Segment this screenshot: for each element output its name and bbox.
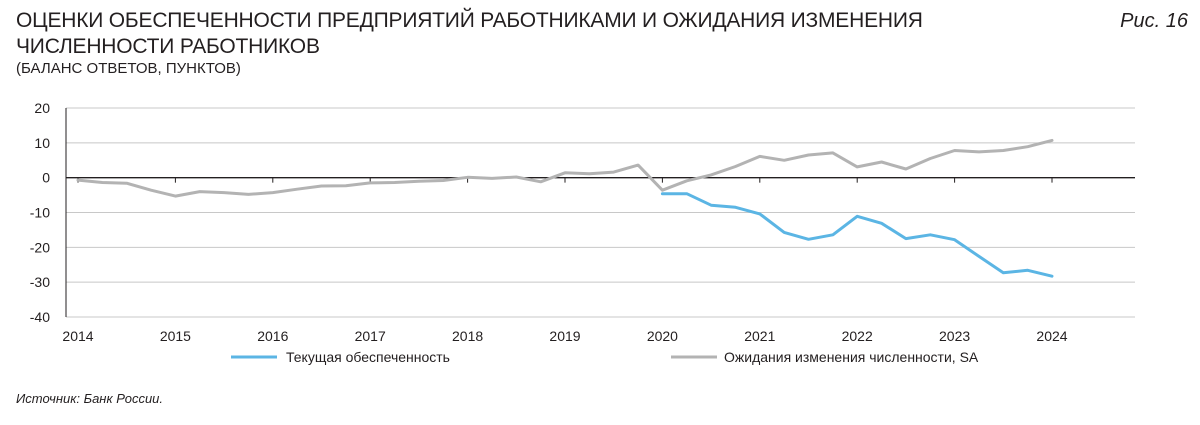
y-tick-label: -40: [30, 309, 50, 325]
legend-current-label: Текущая обеспеченность: [286, 349, 450, 365]
chart-title: ОЦЕНКИ ОБЕСПЕЧЕННОСТИ ПРЕДПРИЯТИЙ РАБОТН…: [16, 9, 923, 58]
y-tick-label: -10: [30, 205, 50, 221]
line-chart: 20 10 0 -10 -20 -30 -40 2014 2015 2016 2017 2018 201…: [30, 100, 1135, 365]
y-tick-label: -20: [30, 239, 50, 255]
x-tick-label: 2016: [257, 328, 288, 344]
figure-label: Рис. 16: [1120, 10, 1188, 32]
legend-expectations-label: Ожидания изменения численности, SA: [724, 349, 979, 365]
series-line-current: [660, 192, 1054, 278]
x-tick-label: 2022: [842, 328, 873, 344]
x-tick-label: 2019: [549, 328, 580, 344]
x-tick-label: 2015: [160, 328, 191, 344]
x-tick-label: 2020: [647, 328, 678, 344]
series-line-expectations: [76, 138, 1054, 198]
source-note: Источник: Банк России.: [16, 391, 164, 406]
x-tick-label: 2023: [939, 328, 970, 344]
y-tick-label: 20: [34, 100, 50, 116]
x-tick-label: 2018: [452, 328, 483, 344]
x-tick-label: 2024: [1036, 328, 1067, 344]
x-tick-label: 2021: [744, 328, 775, 344]
y-tick-label: 10: [34, 135, 50, 151]
x-tick-label: 2017: [355, 328, 386, 344]
chart-subtitle: (БАЛАНС ОТВЕТОВ, ПУНКТОВ): [16, 60, 241, 77]
y-tick-label: -30: [30, 274, 50, 290]
y-tick-label: 0: [42, 170, 50, 186]
x-tick-label: 2014: [62, 328, 93, 344]
